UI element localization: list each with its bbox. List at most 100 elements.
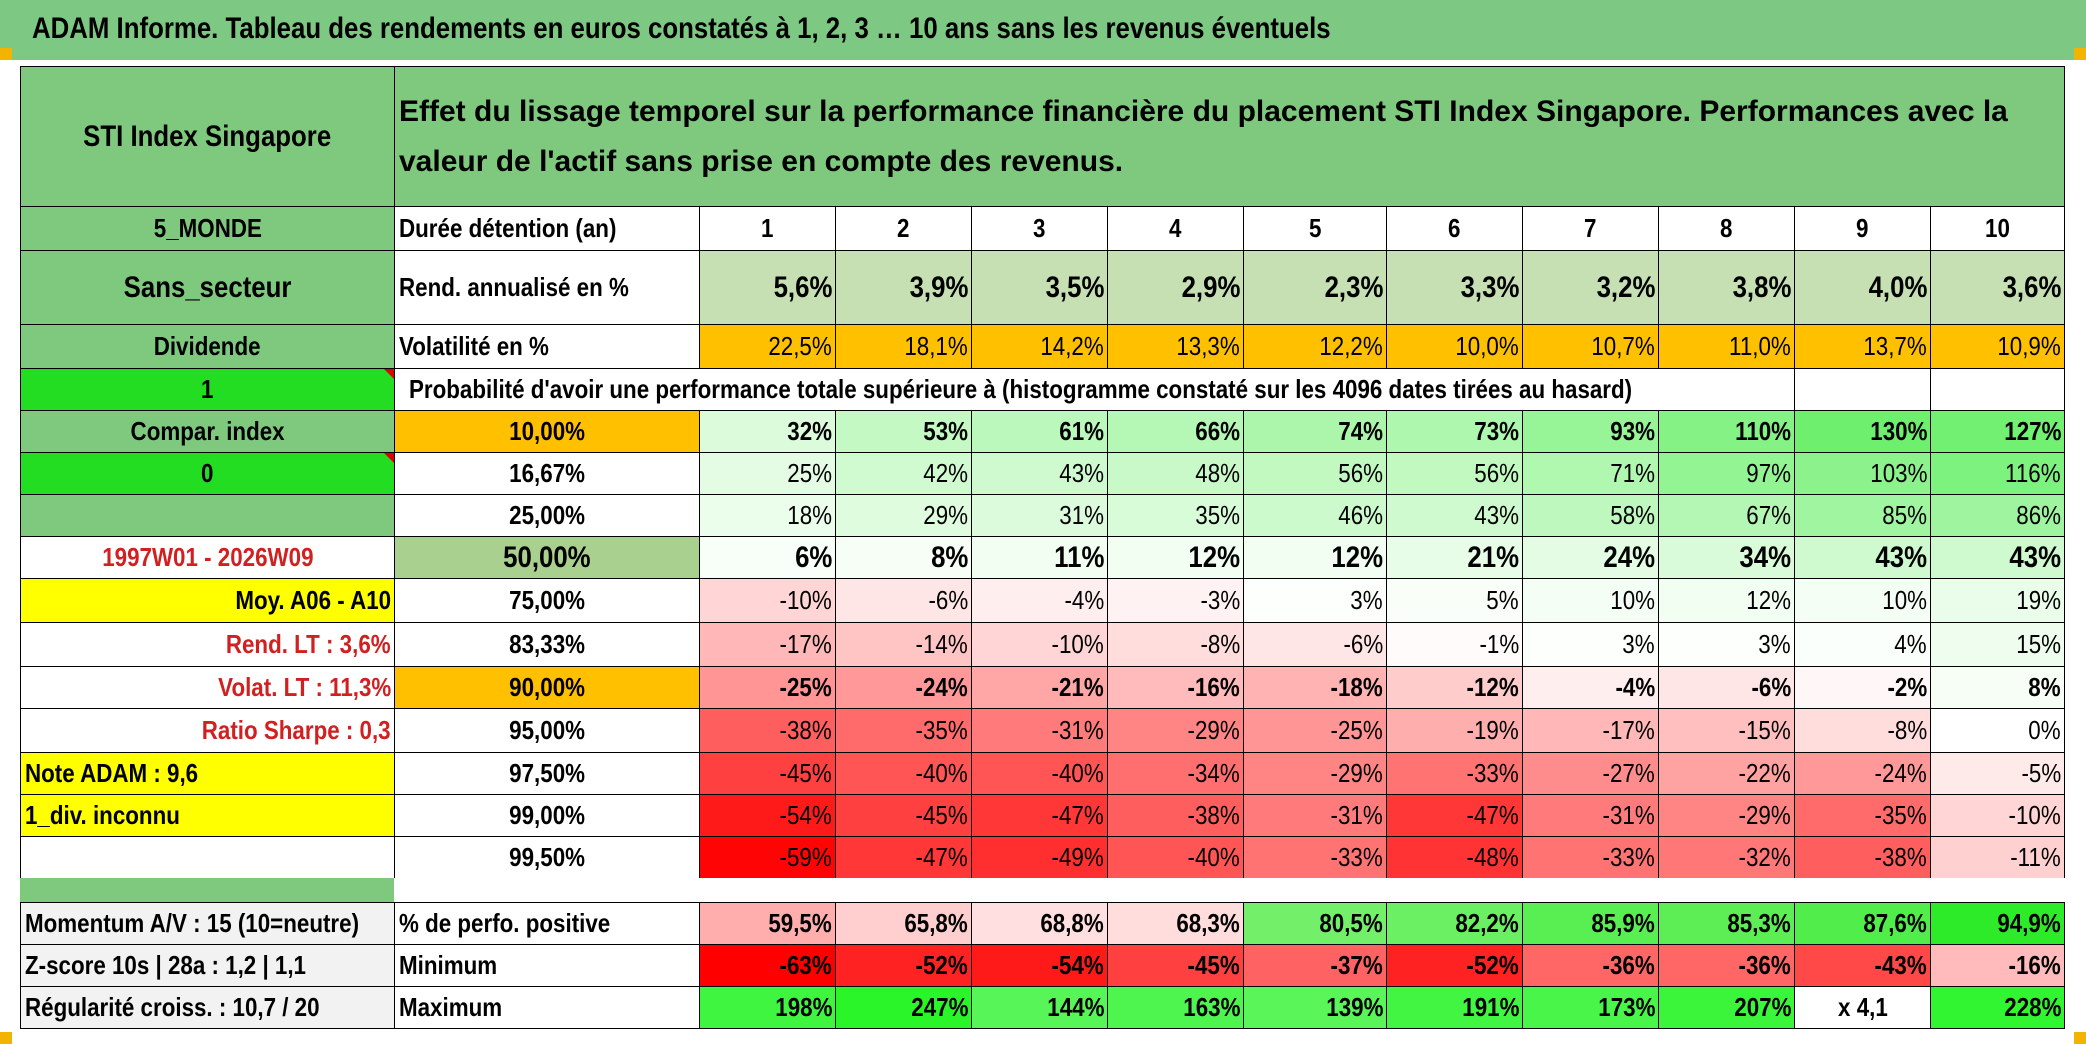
- minimum-label: Minimum: [394, 944, 700, 987]
- volatility-value: 12,2%: [1243, 324, 1387, 369]
- performance-value: -5%: [1930, 752, 2065, 795]
- maximum-value: 139%: [1243, 986, 1387, 1029]
- performance-value: -2%: [1794, 666, 1931, 709]
- performance-value: 19%: [1930, 578, 2065, 623]
- performance-value: -25%: [1243, 708, 1387, 753]
- duration-label: Durée détention (an): [394, 206, 700, 251]
- volatility-label: Volatilité en %: [394, 324, 700, 369]
- year-header: 10: [1930, 206, 2065, 251]
- performance-value: -22%: [1658, 752, 1795, 795]
- performance-value: 18%: [699, 494, 836, 537]
- performance-value: 43%: [1386, 494, 1523, 537]
- empty-label-cell: [20, 494, 395, 537]
- performance-value: -31%: [1243, 794, 1387, 837]
- performance-value: 67%: [1658, 494, 1795, 537]
- year-header: 3: [971, 206, 1108, 251]
- performance-value: -35%: [1794, 794, 1931, 837]
- return-value: 5,6%: [699, 250, 836, 325]
- performance-value: -1%: [1386, 622, 1523, 667]
- performance-value: 12%: [1243, 536, 1387, 579]
- performance-value: -11%: [1930, 836, 2065, 879]
- performance-value: -40%: [971, 752, 1108, 795]
- empty-cell: [1930, 368, 2065, 411]
- volatility-value: 13,3%: [1107, 324, 1244, 369]
- performance-value: -6%: [1243, 622, 1387, 667]
- performance-value: -40%: [1107, 836, 1244, 879]
- performance-value: -47%: [835, 836, 972, 879]
- volatility-value: 11,0%: [1658, 324, 1795, 369]
- performance-value: -6%: [1658, 666, 1795, 709]
- performance-value: -34%: [1107, 752, 1244, 795]
- positive-perf-value: 65,8%: [835, 902, 972, 945]
- performance-value: -38%: [699, 708, 836, 753]
- performance-value: -19%: [1386, 708, 1523, 753]
- performance-value: 110%: [1658, 410, 1795, 453]
- regularity-label: Régularité croiss. : 10,7 / 20: [20, 986, 395, 1029]
- performance-value: -10%: [971, 622, 1108, 667]
- performance-value: 97%: [1658, 452, 1795, 495]
- performance-value: 127%: [1930, 410, 2065, 453]
- performance-value: 116%: [1930, 452, 2065, 495]
- performance-value: 15%: [1930, 622, 2065, 667]
- performance-value: -29%: [1243, 752, 1387, 795]
- return-value: 3,5%: [971, 250, 1108, 325]
- maximum-value: 191%: [1386, 986, 1523, 1029]
- performance-value: -24%: [835, 666, 972, 709]
- performance-value: -32%: [1658, 836, 1795, 879]
- performance-value: 73%: [1386, 410, 1523, 453]
- year-header: 4: [1107, 206, 1244, 251]
- return-value: 3,2%: [1522, 250, 1659, 325]
- performance-value: 43%: [1794, 536, 1931, 579]
- maximum-value: 247%: [835, 986, 972, 1029]
- probability-threshold: 97,50%: [394, 752, 700, 795]
- compare-index-flag: 0: [20, 452, 395, 495]
- performance-value: -3%: [1107, 578, 1244, 623]
- minimum-value: -36%: [1522, 944, 1659, 987]
- performance-value: -45%: [699, 752, 836, 795]
- performance-value: -38%: [1794, 836, 1931, 879]
- performance-value: 58%: [1522, 494, 1659, 537]
- performance-value: 56%: [1386, 452, 1523, 495]
- year-header: 6: [1386, 206, 1523, 251]
- performance-value: 35%: [1107, 494, 1244, 537]
- zscore-label: Z-score 10s | 28a : 1,2 | 1,1: [20, 944, 395, 987]
- sharpe-ratio: Ratio Sharpe : 0,3: [20, 708, 395, 753]
- performance-value: -29%: [1658, 794, 1795, 837]
- minimum-value: -45%: [1107, 944, 1244, 987]
- performance-value: -45%: [835, 794, 972, 837]
- performance-value: 10%: [1794, 578, 1931, 623]
- empty-cell: [20, 836, 395, 879]
- positive-perf-value: 59,5%: [699, 902, 836, 945]
- performance-value: -31%: [1522, 794, 1659, 837]
- minimum-value: -54%: [971, 944, 1108, 987]
- average-label: Moy. A06 - A10: [20, 578, 395, 623]
- performance-value: -17%: [699, 622, 836, 667]
- probability-threshold: 83,33%: [394, 622, 700, 667]
- compare-index-label: Compar. index: [20, 410, 395, 453]
- positive-perf-value: 68,8%: [971, 902, 1108, 945]
- performance-value: 10%: [1522, 578, 1659, 623]
- performance-value: 5%: [1386, 578, 1523, 623]
- minimum-value: -43%: [1794, 944, 1931, 987]
- performance-value: 43%: [971, 452, 1108, 495]
- empty-cell: [1794, 368, 1931, 411]
- performance-value: 31%: [971, 494, 1108, 537]
- probability-threshold: 95,00%: [394, 708, 700, 753]
- probability-threshold: 99,00%: [394, 794, 700, 837]
- performance-value: -8%: [1107, 622, 1244, 667]
- performance-value: -47%: [1386, 794, 1523, 837]
- maximum-label: Maximum: [394, 986, 700, 1029]
- separator-cell: [394, 878, 2065, 903]
- minimum-value: -16%: [1930, 944, 2065, 987]
- maximum-value: 163%: [1107, 986, 1244, 1029]
- corner-marker: [2074, 1032, 2086, 1044]
- sector-label: Sans_secteur: [20, 250, 395, 325]
- performance-value: 74%: [1243, 410, 1387, 453]
- performance-value: 21%: [1386, 536, 1523, 579]
- probability-threshold: 75,00%: [394, 578, 700, 623]
- performance-value: -49%: [971, 836, 1108, 879]
- probability-threshold: 16,67%: [394, 452, 700, 495]
- volatility-value: 10,7%: [1522, 324, 1659, 369]
- performance-value: -4%: [1522, 666, 1659, 709]
- performance-value: 43%: [1930, 536, 2065, 579]
